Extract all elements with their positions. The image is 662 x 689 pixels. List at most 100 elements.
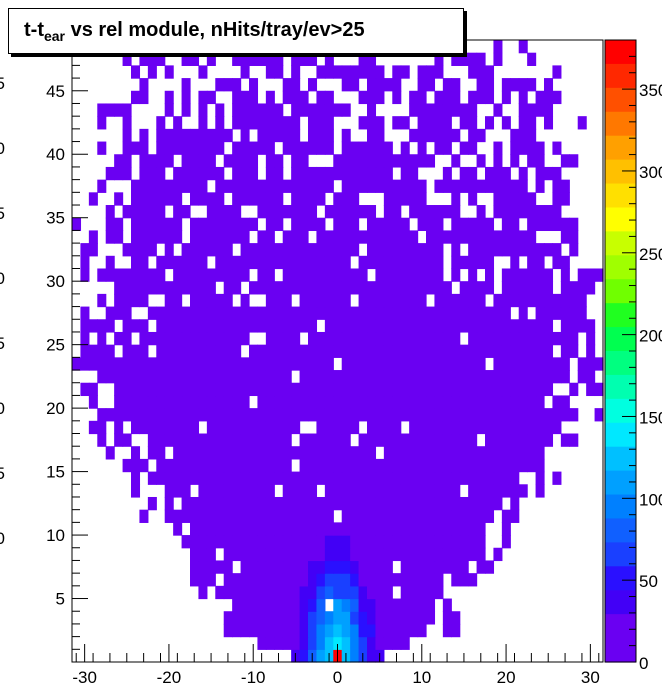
heatmap-cell <box>299 598 309 612</box>
heatmap-cell <box>131 230 141 244</box>
left-edge-label: 0 <box>0 529 5 548</box>
heatmap-cell <box>249 560 259 574</box>
heatmap-cell <box>434 243 444 257</box>
heatmap-cell <box>324 255 334 270</box>
heatmap-cell <box>324 205 334 219</box>
heatmap-cell <box>131 281 141 295</box>
heatmap-cell <box>518 40 528 54</box>
heatmap-cell <box>139 205 149 219</box>
heatmap-cell <box>147 217 157 232</box>
heatmap-cell <box>476 319 486 333</box>
heatmap-cell <box>240 522 250 536</box>
heatmap-cell <box>367 585 377 600</box>
heatmap-cell <box>164 458 174 473</box>
heatmap-cell <box>544 433 554 447</box>
heatmap-cell <box>223 408 233 422</box>
heatmap-cell <box>485 446 495 460</box>
heatmap-cell <box>434 357 444 371</box>
heatmap-cell <box>240 471 250 485</box>
heatmap-cell <box>257 255 267 270</box>
heatmap-cell <box>97 116 107 130</box>
heatmap-cell <box>232 344 242 358</box>
heatmap-cell <box>367 166 377 181</box>
heatmap-cell <box>367 370 377 384</box>
heatmap-cell <box>367 141 377 155</box>
heatmap-cell <box>560 344 570 358</box>
heatmap-cell <box>240 319 250 333</box>
heatmap-cell <box>417 179 427 193</box>
heatmap-cell <box>468 331 478 346</box>
left-edge-label: 5 <box>0 334 5 353</box>
heatmap-cell <box>544 205 554 219</box>
heatmap-cell <box>105 446 115 460</box>
heatmap-cell <box>215 344 225 358</box>
heatmap-cell <box>442 611 452 625</box>
heatmap-cell <box>282 484 292 498</box>
heatmap-cell <box>527 78 537 92</box>
heatmap-cell <box>274 103 284 117</box>
heatmap-cell <box>442 509 452 523</box>
heatmap-cell <box>367 484 377 498</box>
heatmap-cell <box>265 192 275 206</box>
heatmap-cell <box>249 573 259 587</box>
heatmap-cell <box>299 471 309 485</box>
heatmap-cell <box>383 281 393 295</box>
heatmap-cell <box>383 141 393 155</box>
heatmap-cell <box>358 560 368 574</box>
heatmap-cell <box>164 496 174 511</box>
heatmap-cell <box>341 420 351 435</box>
heatmap-cell <box>282 611 292 625</box>
heatmap-cell <box>417 128 427 143</box>
heatmap-cell <box>586 281 596 295</box>
heatmap-cell <box>375 141 385 155</box>
heatmap-cell <box>316 560 326 574</box>
heatmap-cell <box>392 217 402 232</box>
heatmap-cell <box>375 357 385 371</box>
heatmap-cell <box>131 268 141 282</box>
heatmap-cell <box>409 230 419 244</box>
heatmap-cell <box>333 496 343 511</box>
heatmap-cell <box>409 154 419 168</box>
heatmap-cell <box>560 433 570 447</box>
heatmap-cell <box>544 382 554 397</box>
heatmap-cell <box>392 395 402 409</box>
heatmap-cell <box>333 293 343 308</box>
heatmap-cell <box>459 344 469 358</box>
heatmap-cell <box>308 192 318 206</box>
heatmap-cell <box>493 370 503 384</box>
heatmap-cell <box>105 103 115 117</box>
heatmap-cell <box>265 90 275 105</box>
heatmap-cell <box>375 496 385 511</box>
heatmap-cell <box>131 217 141 232</box>
heatmap-cell <box>173 484 183 498</box>
heatmap-cell <box>350 281 360 295</box>
heatmap-cell <box>577 116 587 130</box>
heatmap-cell <box>400 230 410 244</box>
heatmap-cell <box>215 141 225 155</box>
heatmap-cell <box>400 154 410 168</box>
heatmap-cell <box>358 547 368 562</box>
heatmap-cell <box>206 166 216 181</box>
heatmap-cell <box>350 357 360 371</box>
heatmap-cell <box>392 496 402 511</box>
heatmap-cell <box>409 331 419 346</box>
heatmap-cell <box>291 611 301 625</box>
heatmap-cell <box>257 611 267 625</box>
heatmap-cell <box>569 319 579 333</box>
heatmap-cell <box>232 585 242 600</box>
heatmap-cell <box>324 611 334 625</box>
heatmap-cell <box>451 484 461 498</box>
heatmap-cell <box>156 217 166 232</box>
heatmap-cell <box>333 230 343 244</box>
heatmap-cell <box>164 65 174 79</box>
heatmap-cell <box>409 522 419 536</box>
heatmap-cell <box>114 370 124 384</box>
heatmap-cell <box>350 446 360 460</box>
heatmap-cell <box>282 509 292 523</box>
heatmap-cell <box>232 230 242 244</box>
heatmap-cell <box>223 522 233 536</box>
heatmap-cell <box>417 103 427 117</box>
heatmap-cell <box>459 319 469 333</box>
heatmap-cell <box>341 370 351 384</box>
heatmap-cell <box>341 573 351 587</box>
